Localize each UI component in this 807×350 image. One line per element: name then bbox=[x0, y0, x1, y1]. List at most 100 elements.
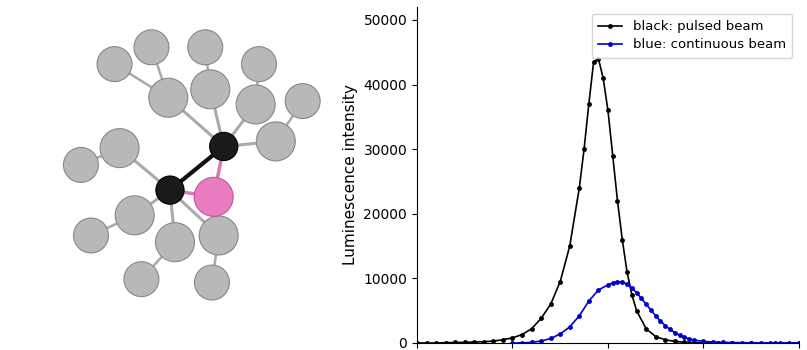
black: pulsed beam: (1.28e+03, 6e+03): pulsed beam: (1.28e+03, 6e+03) bbox=[546, 302, 555, 306]
blue: continuous beam: (1.28e+03, 250): continuous beam: (1.28e+03, 250) bbox=[699, 339, 709, 343]
blue: continuous beam: (1.28e+03, 6e+03): continuous beam: (1.28e+03, 6e+03) bbox=[642, 302, 651, 306]
blue: continuous beam: (1.28e+03, 6.9e+03): continuous beam: (1.28e+03, 6.9e+03) bbox=[637, 296, 646, 301]
black: pulsed beam: (1.28e+03, 120): pulsed beam: (1.28e+03, 120) bbox=[679, 340, 689, 344]
black: pulsed beam: (1.28e+03, 1.1e+04): pulsed beam: (1.28e+03, 1.1e+04) bbox=[622, 270, 632, 274]
black: pulsed beam: (1.28e+03, 250): pulsed beam: (1.28e+03, 250) bbox=[670, 339, 679, 343]
blue: continuous beam: (1.28e+03, 4.2e+03): continuous beam: (1.28e+03, 4.2e+03) bbox=[575, 314, 584, 318]
black: pulsed beam: (1.28e+03, 3.6e+04): pulsed beam: (1.28e+03, 3.6e+04) bbox=[603, 108, 613, 112]
blue: continuous beam: (1.28e+03, 4.2e+03): continuous beam: (1.28e+03, 4.2e+03) bbox=[651, 314, 661, 318]
blue: continuous beam: (1.28e+03, 6.5e+03): continuous beam: (1.28e+03, 6.5e+03) bbox=[584, 299, 594, 303]
Circle shape bbox=[190, 70, 230, 109]
black: pulsed beam: (1.28e+03, 2.2e+03): pulsed beam: (1.28e+03, 2.2e+03) bbox=[527, 327, 537, 331]
black: pulsed beam: (1.28e+03, 50): pulsed beam: (1.28e+03, 50) bbox=[441, 341, 450, 345]
black: pulsed beam: (1.28e+03, 4.1e+04): pulsed beam: (1.28e+03, 4.1e+04) bbox=[598, 76, 608, 80]
Circle shape bbox=[194, 177, 233, 216]
blue: continuous beam: (1.28e+03, 5.1e+03): continuous beam: (1.28e+03, 5.1e+03) bbox=[646, 308, 656, 312]
black: pulsed beam: (1.28e+03, 0): pulsed beam: (1.28e+03, 0) bbox=[794, 341, 804, 345]
blue: continuous beam: (1.28e+03, 300): continuous beam: (1.28e+03, 300) bbox=[537, 339, 546, 343]
black: pulsed beam: (1.28e+03, 500): pulsed beam: (1.28e+03, 500) bbox=[498, 338, 508, 342]
Circle shape bbox=[241, 47, 277, 82]
blue: continuous beam: (1.28e+03, 2.7e+03): continuous beam: (1.28e+03, 2.7e+03) bbox=[660, 323, 670, 328]
black: pulsed beam: (1.28e+03, 0): pulsed beam: (1.28e+03, 0) bbox=[422, 341, 432, 345]
blue: continuous beam: (1.28e+03, 15): continuous beam: (1.28e+03, 15) bbox=[784, 341, 794, 345]
blue: continuous beam: (1.28e+03, 2.1e+03): continuous beam: (1.28e+03, 2.1e+03) bbox=[665, 327, 675, 331]
black: pulsed beam: (1.28e+03, 3e+04): pulsed beam: (1.28e+03, 3e+04) bbox=[579, 147, 589, 151]
black: pulsed beam: (1.28e+03, 2.9e+04): pulsed beam: (1.28e+03, 2.9e+04) bbox=[608, 154, 617, 158]
Circle shape bbox=[115, 196, 154, 235]
blue: continuous beam: (1.28e+03, 9e+03): continuous beam: (1.28e+03, 9e+03) bbox=[603, 283, 613, 287]
black: pulsed beam: (1.28e+03, 500): pulsed beam: (1.28e+03, 500) bbox=[660, 338, 670, 342]
Circle shape bbox=[199, 216, 238, 255]
Circle shape bbox=[97, 47, 132, 82]
blue: continuous beam: (1.28e+03, 9.5e+03): continuous beam: (1.28e+03, 9.5e+03) bbox=[613, 280, 622, 284]
black: pulsed beam: (1.28e+03, 9.5e+03): pulsed beam: (1.28e+03, 9.5e+03) bbox=[555, 280, 565, 284]
blue: continuous beam: (1.28e+03, 2.5e+03): continuous beam: (1.28e+03, 2.5e+03) bbox=[565, 325, 575, 329]
blue: continuous beam: (1.28e+03, 25): continuous beam: (1.28e+03, 25) bbox=[766, 341, 776, 345]
Circle shape bbox=[148, 78, 188, 117]
Y-axis label: Luminescence intensity: Luminescence intensity bbox=[343, 85, 358, 265]
Circle shape bbox=[194, 265, 229, 300]
black: pulsed beam: (1.28e+03, 1.5e+04): pulsed beam: (1.28e+03, 1.5e+04) bbox=[565, 244, 575, 248]
black: pulsed beam: (1.28e+03, 100): pulsed beam: (1.28e+03, 100) bbox=[460, 340, 470, 344]
blue: continuous beam: (1.28e+03, 100): continuous beam: (1.28e+03, 100) bbox=[527, 340, 537, 344]
Circle shape bbox=[257, 122, 295, 161]
black: pulsed beam: (1.28e+03, 0): pulsed beam: (1.28e+03, 0) bbox=[412, 341, 422, 345]
black: pulsed beam: (1.28e+03, 2.4e+04): pulsed beam: (1.28e+03, 2.4e+04) bbox=[575, 186, 584, 190]
black: pulsed beam: (1.28e+03, 5): pulsed beam: (1.28e+03, 5) bbox=[727, 341, 737, 345]
blue: continuous beam: (1.28e+03, 0): continuous beam: (1.28e+03, 0) bbox=[517, 341, 527, 345]
black: pulsed beam: (1.28e+03, 7.5e+03): pulsed beam: (1.28e+03, 7.5e+03) bbox=[627, 293, 637, 297]
Line: black: pulsed beam: black: pulsed beam bbox=[415, 56, 801, 345]
blue: continuous beam: (1.28e+03, 450): continuous beam: (1.28e+03, 450) bbox=[689, 338, 699, 342]
Circle shape bbox=[210, 132, 238, 161]
black: pulsed beam: (1.28e+03, 4.4e+04): pulsed beam: (1.28e+03, 4.4e+04) bbox=[594, 57, 604, 61]
Circle shape bbox=[100, 129, 139, 168]
black: pulsed beam: (1.28e+03, 1.6e+04): pulsed beam: (1.28e+03, 1.6e+04) bbox=[617, 238, 627, 242]
Line: blue: continuous beam: blue: continuous beam bbox=[510, 279, 801, 345]
Circle shape bbox=[156, 176, 184, 204]
blue: continuous beam: (1.28e+03, 650): continuous beam: (1.28e+03, 650) bbox=[684, 337, 694, 341]
black: pulsed beam: (1.28e+03, 2): pulsed beam: (1.28e+03, 2) bbox=[746, 341, 756, 345]
black: pulsed beam: (1.28e+03, 10): pulsed beam: (1.28e+03, 10) bbox=[713, 341, 722, 345]
blue: continuous beam: (1.28e+03, 3.4e+03): continuous beam: (1.28e+03, 3.4e+03) bbox=[655, 319, 665, 323]
blue: continuous beam: (1.28e+03, 40): continuous beam: (1.28e+03, 40) bbox=[746, 341, 756, 345]
black: pulsed beam: (1.28e+03, 1e+03): pulsed beam: (1.28e+03, 1e+03) bbox=[651, 335, 661, 339]
blue: continuous beam: (1.28e+03, 8.5e+03): continuous beam: (1.28e+03, 8.5e+03) bbox=[627, 286, 637, 290]
Circle shape bbox=[236, 85, 275, 124]
blue: continuous beam: (1.28e+03, 0): continuous beam: (1.28e+03, 0) bbox=[508, 341, 517, 345]
black: pulsed beam: (1.28e+03, 5e+03): pulsed beam: (1.28e+03, 5e+03) bbox=[632, 309, 642, 313]
black: pulsed beam: (1.28e+03, 300): pulsed beam: (1.28e+03, 300) bbox=[488, 339, 498, 343]
black: pulsed beam: (1.28e+03, 150): pulsed beam: (1.28e+03, 150) bbox=[470, 340, 479, 344]
blue: continuous beam: (1.28e+03, 700): continuous beam: (1.28e+03, 700) bbox=[546, 336, 555, 341]
black: pulsed beam: (1.28e+03, 60): pulsed beam: (1.28e+03, 60) bbox=[689, 341, 699, 345]
black: pulsed beam: (1.28e+03, 3.7e+04): pulsed beam: (1.28e+03, 3.7e+04) bbox=[584, 102, 594, 106]
black: pulsed beam: (1.28e+03, 30): pulsed beam: (1.28e+03, 30) bbox=[699, 341, 709, 345]
blue: continuous beam: (1.28e+03, 30): continuous beam: (1.28e+03, 30) bbox=[756, 341, 766, 345]
black: pulsed beam: (1.28e+03, 3.8e+03): pulsed beam: (1.28e+03, 3.8e+03) bbox=[537, 316, 546, 321]
Circle shape bbox=[156, 223, 194, 262]
blue: continuous beam: (1.28e+03, 9.1e+03): continuous beam: (1.28e+03, 9.1e+03) bbox=[622, 282, 632, 286]
black: pulsed beam: (1.28e+03, 1.3e+03): pulsed beam: (1.28e+03, 1.3e+03) bbox=[517, 332, 527, 337]
blue: continuous beam: (1.28e+03, 7.8e+03): continuous beam: (1.28e+03, 7.8e+03) bbox=[632, 290, 642, 295]
blue: continuous beam: (1.28e+03, 9.3e+03): continuous beam: (1.28e+03, 9.3e+03) bbox=[608, 281, 617, 285]
blue: continuous beam: (1.28e+03, 1.4e+03): continuous beam: (1.28e+03, 1.4e+03) bbox=[555, 332, 565, 336]
black: pulsed beam: (1.28e+03, 1): pulsed beam: (1.28e+03, 1) bbox=[770, 341, 780, 345]
blue: continuous beam: (1.28e+03, 9.4e+03): continuous beam: (1.28e+03, 9.4e+03) bbox=[617, 280, 627, 284]
blue: continuous beam: (1.28e+03, 150): continuous beam: (1.28e+03, 150) bbox=[709, 340, 718, 344]
Circle shape bbox=[134, 30, 169, 65]
black: pulsed beam: (1.28e+03, 80): pulsed beam: (1.28e+03, 80) bbox=[450, 341, 460, 345]
Circle shape bbox=[285, 84, 320, 119]
blue: continuous beam: (1.28e+03, 10): continuous beam: (1.28e+03, 10) bbox=[794, 341, 804, 345]
blue: continuous beam: (1.28e+03, 900): continuous beam: (1.28e+03, 900) bbox=[679, 335, 689, 339]
blue: continuous beam: (1.28e+03, 1.6e+03): continuous beam: (1.28e+03, 1.6e+03) bbox=[670, 330, 679, 335]
Circle shape bbox=[124, 262, 159, 297]
Legend: black: pulsed beam, blue: continuous beam: black: pulsed beam, blue: continuous bea… bbox=[592, 14, 792, 58]
blue: continuous beam: (1.28e+03, 70): continuous beam: (1.28e+03, 70) bbox=[727, 341, 737, 345]
blue: continuous beam: (1.28e+03, 50): continuous beam: (1.28e+03, 50) bbox=[737, 341, 746, 345]
black: pulsed beam: (1.28e+03, 4.35e+04): pulsed beam: (1.28e+03, 4.35e+04) bbox=[589, 60, 599, 64]
blue: continuous beam: (1.28e+03, 20): continuous beam: (1.28e+03, 20) bbox=[775, 341, 784, 345]
Circle shape bbox=[64, 147, 98, 182]
blue: continuous beam: (1.28e+03, 8.2e+03): continuous beam: (1.28e+03, 8.2e+03) bbox=[594, 288, 604, 292]
black: pulsed beam: (1.28e+03, 2.2e+04): pulsed beam: (1.28e+03, 2.2e+04) bbox=[613, 199, 622, 203]
black: pulsed beam: (1.28e+03, 800): pulsed beam: (1.28e+03, 800) bbox=[508, 336, 517, 340]
Circle shape bbox=[188, 30, 223, 65]
